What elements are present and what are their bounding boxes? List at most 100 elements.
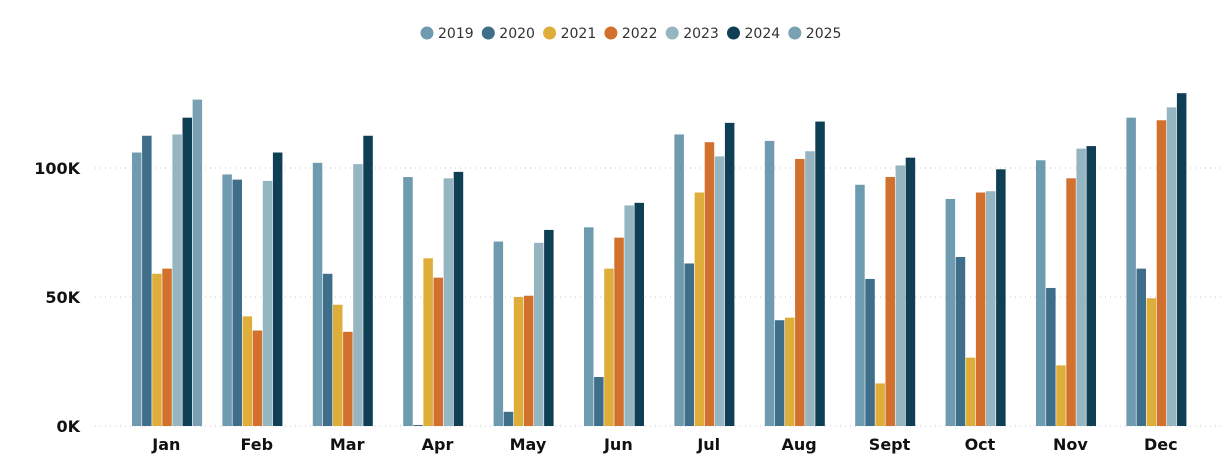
bar-2023-jun [624, 205, 634, 426]
bar-2019-jun [584, 227, 594, 426]
x-tick-label: Mar [330, 435, 365, 454]
bar-2019-nov [1036, 160, 1046, 426]
bar-2023-feb [262, 180, 273, 426]
bar-2020-apr [413, 424, 423, 426]
bar-2023-sept [895, 165, 906, 427]
bar-2021-may [513, 297, 524, 426]
bar-2024-apr [453, 171, 464, 426]
bar-2024-mar [363, 135, 373, 426]
x-tick-label: Nov [1053, 435, 1088, 454]
x-tick-label: Feb [240, 435, 273, 454]
bar-2023-aug [805, 151, 815, 427]
legend-label: 2022 [622, 26, 658, 42]
bar-2022-oct [975, 192, 986, 426]
y-tick-label: 50K [45, 288, 80, 307]
bar-2022-feb [252, 330, 263, 426]
bar-2022-mar [343, 331, 353, 426]
bar-2024-may [544, 229, 554, 426]
bar-2020-nov [1046, 287, 1056, 426]
bar-2019-oct [945, 198, 956, 426]
bar-2024-jul [724, 122, 735, 426]
bar-2022-apr [433, 277, 443, 426]
bar-2021-dec [1146, 298, 1157, 426]
legend-label: 2024 [745, 26, 781, 42]
bar-2020-jul [684, 263, 694, 426]
y-axis-ticks: 0K 50K 100K [34, 159, 80, 436]
bar-2020-oct [955, 257, 966, 426]
legend-marker [543, 26, 557, 40]
bar-2024-aug [815, 121, 825, 426]
legend-item-2019: 2019 [420, 26, 474, 42]
bar-2020-jun [594, 376, 604, 426]
bar-2024-oct [996, 169, 1006, 427]
bar-2021-aug [785, 317, 795, 426]
bar-2019-may [493, 241, 504, 426]
bar-2021-jun [604, 268, 614, 426]
bar-2021-sept [875, 383, 885, 426]
bar-2021-nov [1056, 365, 1066, 426]
legend-item-2024: 2024 [727, 26, 780, 42]
legend-marker [420, 26, 434, 40]
x-tick-label: Sept [869, 435, 911, 454]
legend-marker [665, 26, 679, 40]
legend: 2019 2020 2021 2022 2023 2024 2025 [420, 26, 841, 42]
bar-2023-jul [714, 156, 725, 426]
bar-2019-jul [674, 134, 684, 426]
legend-label: 2020 [499, 26, 535, 42]
bar-2020-mar [322, 273, 333, 426]
bars [132, 93, 1187, 427]
bar-2021-apr [423, 258, 433, 426]
bar-2024-nov [1086, 146, 1096, 426]
bar-2024-sept [905, 157, 916, 426]
x-tick-label: Jun [603, 435, 633, 454]
bar-2019-apr [403, 177, 413, 426]
bar-2021-oct [965, 357, 976, 426]
bar-2021-jan [152, 273, 162, 426]
bar-2022-jun [614, 237, 624, 426]
bar-2022-jul [704, 142, 715, 426]
x-tick-label: Apr [422, 435, 454, 454]
bar-2021-feb [242, 316, 253, 426]
bar-2024-jun [634, 202, 644, 426]
legend-marker [604, 26, 618, 40]
legend-marker [727, 26, 740, 40]
bar-2019-feb [222, 174, 232, 426]
bar-2019-dec [1126, 117, 1136, 426]
x-tick-label: May [510, 435, 547, 454]
bar-2019-sept [855, 184, 865, 426]
legend-marker [481, 26, 495, 40]
x-tick-label: Dec [1144, 435, 1178, 454]
legend-item-2023: 2023 [665, 26, 719, 42]
bar-2022-jan [162, 268, 172, 426]
x-tick-label: Jul [696, 435, 720, 454]
bar-2022-sept [885, 177, 895, 426]
bar-2024-dec [1176, 93, 1187, 427]
x-tick-label: Jan [151, 435, 180, 454]
bar-2021-jul [694, 192, 705, 426]
x-axis-ticks: Jan Feb Mar Apr May Jun Jul Aug Sept Oct Nov Dec [151, 435, 1177, 454]
bar-2020-jan [142, 135, 152, 426]
bar-2020-may [503, 411, 514, 426]
bar-2024-feb [272, 152, 283, 426]
y-tick-label: 100K [34, 159, 80, 178]
bar-2022-nov [1066, 178, 1076, 426]
legend-item-2021: 2021 [543, 26, 596, 42]
bar-2023-nov [1076, 148, 1086, 426]
bar-2019-mar [312, 162, 323, 426]
bar-2025-jan [192, 99, 203, 426]
bar-2024-jan [182, 117, 192, 426]
gridlines [95, 167, 1225, 427]
legend-marker [788, 26, 802, 40]
y-tick-label: 0K [56, 417, 80, 436]
legend-item-2020: 2020 [481, 26, 535, 42]
x-tick-label: Aug [782, 435, 817, 454]
bar-2020-dec [1136, 268, 1146, 426]
bar-2021-mar [333, 304, 343, 426]
bar-2022-aug [795, 158, 805, 426]
legend-item-2025: 2025 [788, 26, 841, 42]
bar-2020-sept [865, 278, 875, 426]
bar-2022-dec [1156, 120, 1167, 427]
legend-label: 2019 [438, 26, 474, 42]
legend-item-2022: 2022 [604, 26, 658, 42]
